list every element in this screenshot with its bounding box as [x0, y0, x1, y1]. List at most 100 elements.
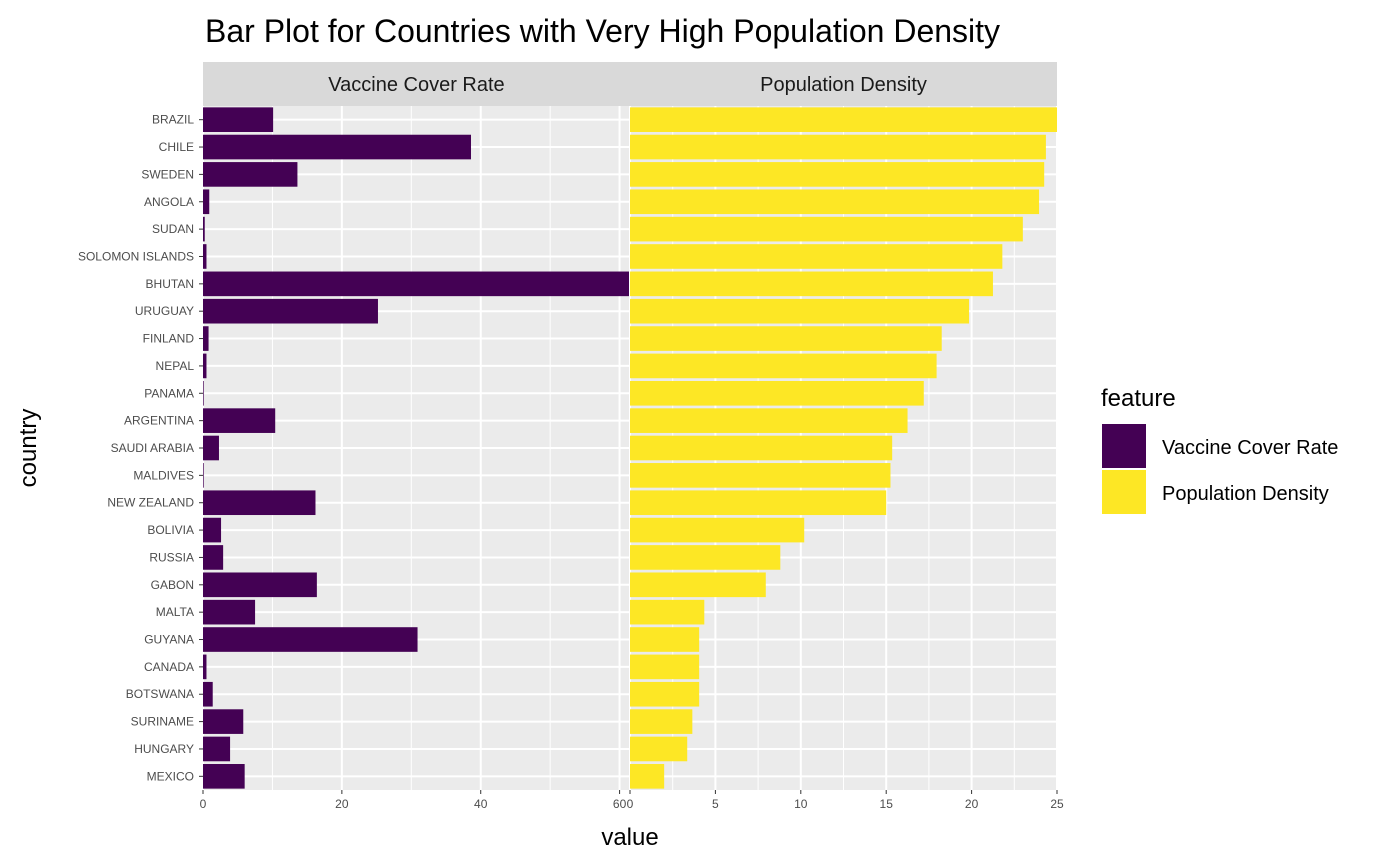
- bar-vaccine-cover-rate-canada: [203, 654, 207, 680]
- bar-vaccine-cover-rate-new-zealand: [203, 490, 316, 516]
- x-tick-label: 20: [965, 797, 979, 811]
- x-tick-label: 20: [335, 797, 349, 811]
- y-tick-label: RUSSIA: [149, 550, 194, 564]
- bar-vaccine-cover-rate-finland: [203, 326, 209, 351]
- y-tick-label: BRAZIL: [152, 113, 194, 127]
- y-tick-label: ANGOLA: [144, 195, 194, 209]
- bar-population-density-finland: [630, 326, 942, 351]
- bar-population-density-panama: [630, 380, 924, 406]
- facet-strip-label: Population Density: [760, 74, 927, 96]
- y-tick-label: NEW ZEALAND: [107, 496, 194, 510]
- facet-strip-label: Vaccine Cover Rate: [328, 74, 504, 96]
- y-tick-label: SURINAME: [131, 715, 194, 729]
- bar-population-density-russia: [630, 545, 781, 570]
- y-tick-label: SUDAN: [152, 222, 194, 236]
- facet-panels: Vaccine Cover Rate 0 20 40 60 Population Dens…: [78, 62, 1064, 811]
- bar-vaccine-cover-rate-saudi-arabia: [203, 435, 219, 461]
- y-tick-label: MEXICO: [147, 769, 194, 783]
- legend-label-population-density: Population Density: [1162, 483, 1329, 505]
- bar-vaccine-cover-rate-russia: [203, 545, 224, 570]
- bar-vaccine-cover-rate-panama: [203, 380, 204, 406]
- bar-population-density-chile: [630, 134, 1046, 160]
- y-tick-label: FINLAND: [143, 332, 195, 346]
- bar-population-density-malta: [630, 599, 705, 625]
- bar-vaccine-cover-rate-sudan: [203, 216, 205, 242]
- bar-vaccine-cover-rate-malta: [203, 599, 256, 625]
- y-tick-label: BOLIVIA: [147, 523, 194, 537]
- bar-vaccine-cover-rate-gabon: [203, 572, 317, 598]
- bar-vaccine-cover-rate-brazil: [203, 107, 274, 132]
- legend-label-vaccine-cover-rate: Vaccine Cover Rate: [1162, 437, 1338, 459]
- x-tick-label: 40: [474, 797, 488, 811]
- bar-population-density-bhutan: [630, 271, 993, 297]
- bar-vaccine-cover-rate-chile: [203, 134, 472, 160]
- y-tick-label: BOTSWANA: [126, 687, 194, 701]
- x-tick-label: 10: [794, 797, 808, 811]
- x-tick-label: 25: [1050, 797, 1064, 811]
- bar-population-density-nepal: [630, 353, 937, 379]
- bar-population-density-argentina: [630, 408, 908, 433]
- x-tick-label: 60: [613, 797, 627, 811]
- y-tick-label: SAUDI ARABIA: [111, 441, 194, 455]
- bar-population-density-sudan: [630, 216, 1023, 242]
- bar-vaccine-cover-rate-mexico: [203, 764, 245, 789]
- bar-population-density-mexico: [630, 764, 665, 789]
- bar-vaccine-cover-rate-solomon-islands: [203, 244, 207, 269]
- y-tick-label: MALDIVES: [133, 468, 194, 482]
- bar-vaccine-cover-rate-hungary: [203, 736, 231, 762]
- bar-population-density-bolivia: [630, 517, 805, 543]
- bar-population-density-hungary: [630, 736, 688, 762]
- legend-title: feature: [1101, 385, 1176, 412]
- bar-vaccine-cover-rate-sweden: [203, 162, 298, 187]
- bar-population-density-sweden: [630, 162, 1045, 187]
- y-tick-label: NEPAL: [156, 359, 195, 373]
- bar-population-density-suriname: [630, 709, 693, 734]
- y-tick-label: HUNGARY: [134, 742, 194, 756]
- bar-vaccine-cover-rate-suriname: [203, 709, 244, 734]
- y-tick-label: PANAMA: [144, 386, 194, 400]
- chart-title: Bar Plot for Countries with Very High Po…: [205, 13, 1000, 49]
- x-tick-label: 0: [200, 797, 207, 811]
- bar-population-density-botswana: [630, 681, 700, 707]
- legend-key-vaccine-cover-rate: [1102, 424, 1146, 468]
- y-tick-label: ARGENTINA: [124, 414, 194, 428]
- facet-strip: [203, 62, 630, 106]
- facet-strip: [630, 62, 1057, 106]
- legend-key-population-density: [1102, 470, 1146, 514]
- bar-population-density-uruguay: [630, 298, 970, 324]
- bar-vaccine-cover-rate-angola: [203, 189, 210, 215]
- bar-vaccine-cover-rate-bhutan: [203, 271, 630, 297]
- y-tick-label: MALTA: [156, 605, 194, 619]
- bar-population-density-gabon: [630, 572, 766, 598]
- y-tick-label: GABON: [151, 578, 194, 592]
- bar-vaccine-cover-rate-botswana: [203, 681, 213, 707]
- bar-population-density-solomon-islands: [630, 244, 1003, 269]
- bar-vaccine-cover-rate-argentina: [203, 408, 276, 433]
- bar-population-density-guyana: [630, 627, 700, 652]
- y-tick-label: URUGUAY: [135, 304, 194, 318]
- y-tick-label: GUYANA: [144, 633, 194, 647]
- x-tick-label: 5: [712, 797, 719, 811]
- y-tick-label: CANADA: [144, 660, 194, 674]
- bar-population-density-saudi-arabia: [630, 435, 893, 461]
- bar-population-density-angola: [630, 189, 1040, 215]
- bar-vaccine-cover-rate-bolivia: [203, 517, 222, 543]
- y-tick-label: SWEDEN: [141, 167, 194, 181]
- bar-population-density-canada: [630, 654, 700, 680]
- bar-population-density-maldives: [630, 463, 891, 488]
- x-tick-label: 15: [880, 797, 894, 811]
- bar-vaccine-cover-rate-uruguay: [203, 298, 378, 324]
- y-tick-label: BHUTAN: [146, 277, 194, 291]
- bar-vaccine-cover-rate-nepal: [203, 353, 207, 379]
- y-tick-label: SOLOMON ISLANDS: [78, 249, 194, 263]
- bar-population-density-brazil: [630, 107, 1057, 132]
- bar-vaccine-cover-rate-maldives: [203, 463, 204, 488]
- y-tick-label: CHILE: [159, 140, 194, 154]
- x-axis-title: value: [601, 824, 658, 851]
- bar-vaccine-cover-rate-guyana: [203, 627, 418, 652]
- y-axis-title: country: [15, 409, 42, 488]
- x-tick-label: 0: [627, 797, 634, 811]
- legend: feature Vaccine Cover Rate Population De…: [1101, 385, 1338, 514]
- bar-population-density-new-zealand: [630, 490, 887, 516]
